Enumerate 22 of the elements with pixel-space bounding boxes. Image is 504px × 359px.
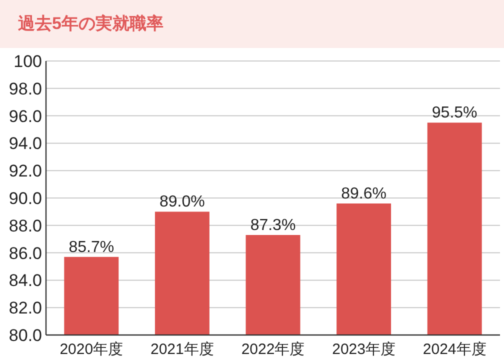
data-label: 89.0%	[160, 194, 205, 211]
data-label: 95.5%	[432, 104, 478, 122]
data-label: 89.6%	[341, 185, 386, 202]
data-label: 85.7%	[68, 238, 114, 256]
y-tick-label: 86.0	[8, 244, 42, 263]
data-label: 87.3%	[250, 216, 296, 234]
x-tick-label: 2023年度	[332, 341, 396, 358]
y-tick-label: 94.0	[8, 134, 42, 154]
x-tick-label: 2022年度	[241, 341, 305, 358]
x-tick-label: 2020年度	[60, 341, 124, 358]
y-tick-label: 82.0	[8, 298, 42, 318]
x-tick-label: 2024年度	[422, 341, 486, 358]
y-tick-label: 80.0	[8, 326, 42, 345]
y-tick-label: 96.0	[8, 106, 42, 126]
y-tick-label: 98.0	[8, 79, 42, 98]
x-tick-label: 2021年度	[150, 341, 214, 358]
y-tick-label: 88.0	[8, 216, 42, 236]
y-tick-label: 90.0	[8, 189, 42, 208]
y-tick-label: 92.0	[8, 162, 42, 181]
chart-title: 過去5年の実就職率	[17, 14, 164, 33]
y-tick-label: 100	[14, 52, 42, 71]
y-tick-label: 84.0	[8, 271, 42, 290]
